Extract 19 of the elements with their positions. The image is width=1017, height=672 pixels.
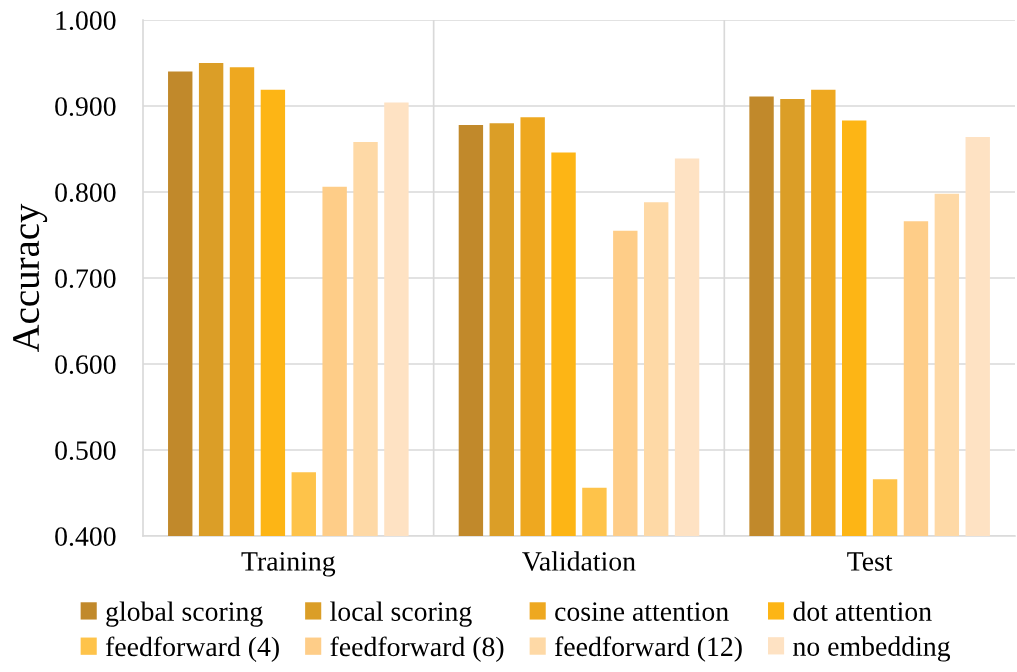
- legend-label: cosine attention: [555, 602, 729, 621]
- legend-label: feedforward (12): [554, 636, 742, 662]
- y-tick-label: 0.900: [55, 97, 116, 117]
- legend-label: global scoring: [106, 601, 263, 627]
- y-axis-title: Accuracy: [13, 203, 48, 353]
- legend-label: feedforward (4): [105, 636, 279, 662]
- y-tick-label: 1.000: [56, 11, 116, 31]
- y-tick-label: 0.500: [55, 441, 116, 461]
- legend-label: dot attention: [793, 601, 932, 621]
- y-tick-label: 0.700: [55, 269, 116, 289]
- x-tick-label: Test: [847, 552, 893, 571]
- y-tick-label: 0.400: [55, 527, 116, 547]
- legend-label: local scoring: [330, 601, 472, 627]
- x-tick-label: Training: [241, 552, 336, 577]
- y-tick-label: 0.800: [55, 183, 116, 203]
- x-tick-label: Validation: [522, 551, 636, 571]
- legend-label: feedforward (8): [330, 636, 504, 662]
- y-tick-label: 0.600: [55, 355, 116, 375]
- legend-label: no embedding: [793, 636, 951, 662]
